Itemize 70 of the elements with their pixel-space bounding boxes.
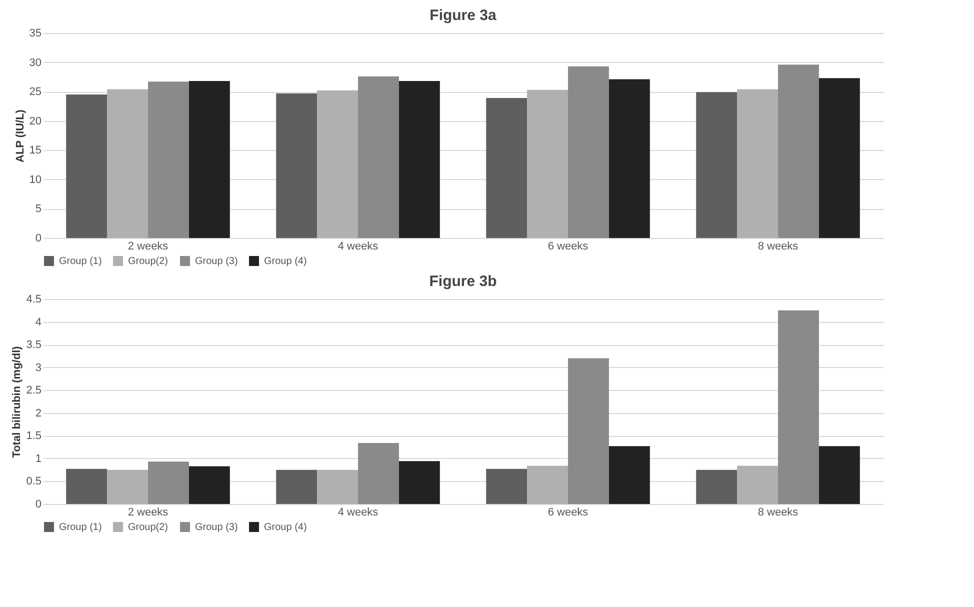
bar: [66, 468, 108, 504]
legend-label: Group (4): [264, 522, 307, 533]
bar: [188, 466, 230, 504]
y-tick-label: 35: [29, 28, 42, 40]
y-axis-title: Total bilirubin (mg/dl): [11, 346, 24, 458]
bar: [527, 90, 568, 238]
bar: [818, 446, 860, 504]
x-tick-label: 6 weeks: [548, 506, 589, 518]
bar: [486, 98, 528, 238]
y-tick-label: 3.5: [26, 339, 42, 352]
bar: [398, 81, 440, 238]
bar: [317, 90, 358, 238]
y-tick-label: 15: [29, 144, 42, 157]
x-tick-label: 2 weeks: [128, 506, 169, 518]
bar: [188, 81, 230, 238]
bar: [818, 78, 860, 238]
y-axis-title: ALP (IU/L): [14, 109, 26, 162]
legend-label: Group (3): [195, 522, 238, 533]
bar: [317, 470, 358, 504]
bar: [276, 93, 318, 238]
bar: [148, 82, 189, 238]
bar: [527, 466, 568, 504]
legend-label: Group (4): [264, 256, 307, 267]
y-tick-label: 2: [35, 407, 42, 420]
x-tick-label: 8 weeks: [758, 240, 799, 252]
y-tick-label: 20: [29, 115, 42, 128]
chart-title: Figure 3a: [430, 7, 497, 24]
y-tick-label: 0: [35, 232, 42, 244]
y-tick-label: 1.5: [26, 430, 42, 442]
chart-title: Figure 3b: [429, 273, 497, 290]
y-tick-label: 30: [29, 56, 42, 69]
y-tick-label: 3: [35, 362, 42, 374]
y-tick-label: 0: [35, 498, 42, 510]
x-tick-label: 6 weeks: [548, 240, 589, 252]
y-tick-label: 4.5: [26, 294, 42, 306]
y-tick-label: 0.5: [26, 476, 42, 488]
y-tick-label: 5: [35, 203, 42, 216]
bar: [107, 89, 148, 238]
x-tick-label: 4 weeks: [338, 506, 379, 518]
x-tick-label: 8 weeks: [758, 506, 799, 518]
bar: [486, 468, 528, 504]
y-tick-label: 10: [29, 174, 42, 186]
bar: [358, 76, 399, 238]
legend-label: Group(2): [128, 522, 168, 533]
bar: [737, 466, 778, 504]
y-tick-label: 25: [29, 86, 42, 98]
y-tick-label: 1: [35, 452, 42, 465]
bar: [107, 470, 148, 504]
bar: [778, 310, 819, 504]
bar: [148, 462, 189, 504]
bar: [696, 470, 738, 504]
legend-label: Group(2): [128, 256, 168, 267]
bar: [608, 79, 650, 238]
bar: [276, 470, 318, 504]
y-tick-label: 4: [35, 316, 42, 328]
y-tick-label: 2.5: [26, 384, 42, 397]
bar: [358, 442, 399, 504]
legend-label: Group (1): [59, 522, 102, 533]
legend-label: Group (1): [59, 256, 102, 267]
bar: [568, 358, 609, 504]
x-tick-label: 4 weeks: [338, 240, 379, 252]
x-tick-label: 2 weeks: [128, 240, 169, 252]
bar: [568, 66, 609, 238]
bar: [737, 89, 778, 238]
bar: [608, 446, 650, 504]
bar: [778, 64, 819, 238]
bar: [398, 461, 440, 504]
bar: [66, 94, 108, 238]
bar: [696, 92, 738, 238]
legend-label: Group (3): [195, 256, 238, 267]
